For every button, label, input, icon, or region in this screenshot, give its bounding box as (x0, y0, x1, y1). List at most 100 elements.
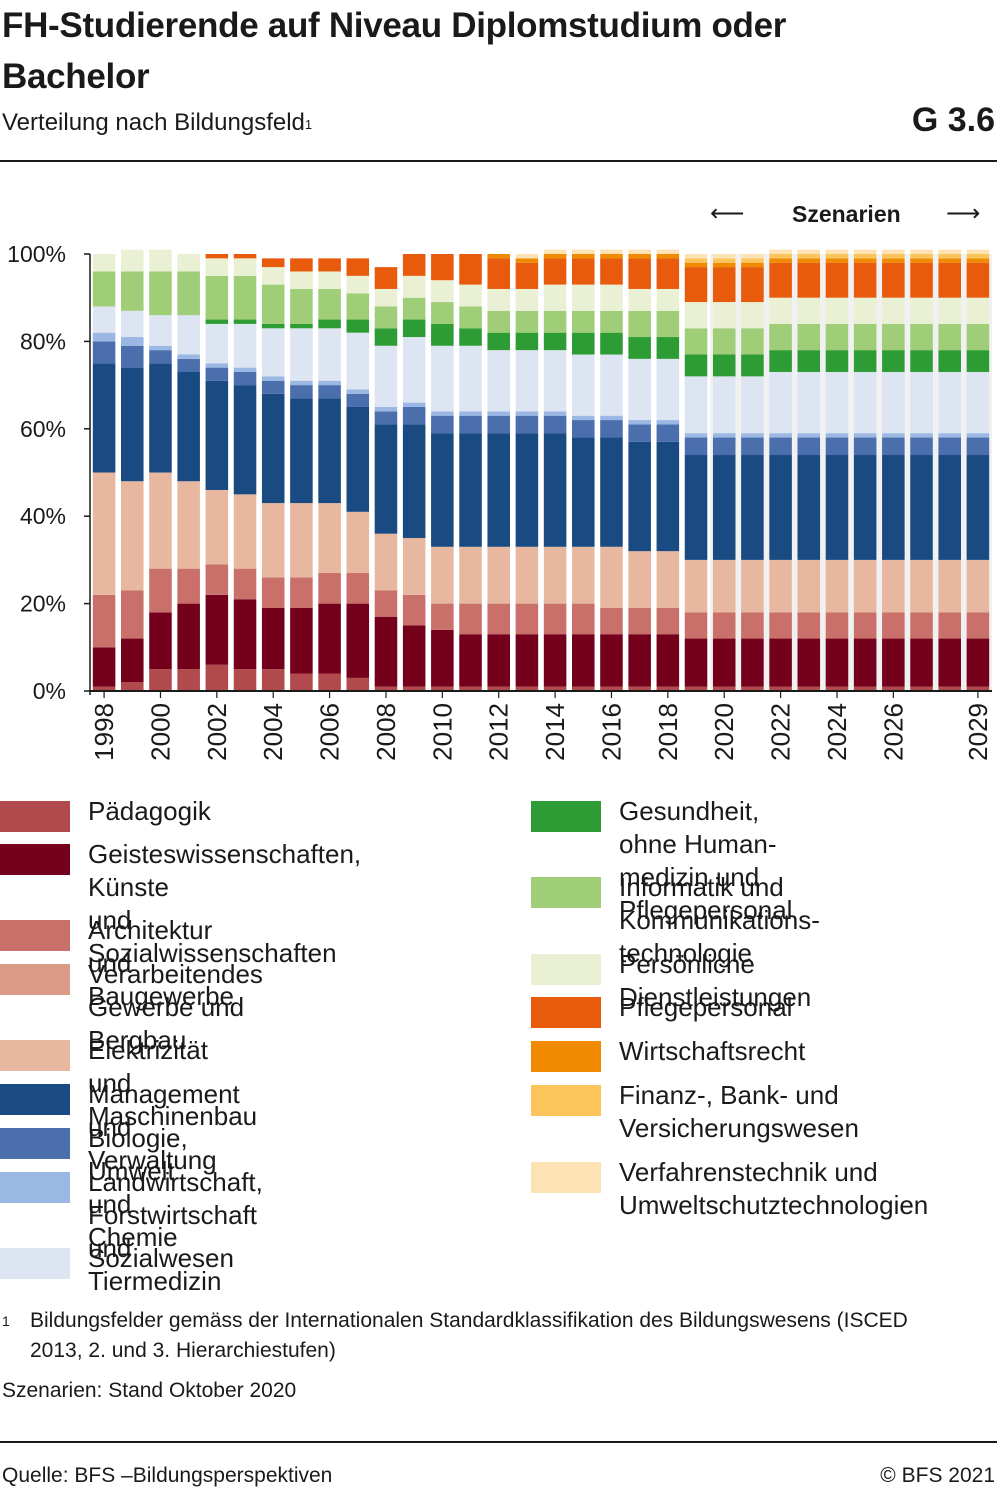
bar-segment-2019-s0 (684, 686, 708, 691)
bar-segment-2016-s1 (600, 634, 623, 687)
bar-segment-2008-s2 (374, 590, 398, 617)
bar-segment-2016-s15 (600, 249, 623, 254)
chart-title: FH-Studierende auf Niveau Diplomstudium … (2, 6, 787, 96)
bar-segment-2021-s15 (741, 254, 764, 259)
bar-segment-2000-s4 (149, 472, 172, 569)
bar-segment-2022-s2 (769, 612, 792, 639)
bar-segment-2014-s10 (543, 310, 567, 333)
bar-segment-2011-s5 (459, 433, 482, 547)
bar-segment-2020-s12 (712, 267, 736, 303)
bar-segment-2006-s8 (318, 328, 341, 381)
x-tick-label-2024: 2024 (822, 703, 852, 761)
y-tick-label-100: 100% (7, 241, 66, 267)
bar-segment-2027-s14 (910, 254, 933, 259)
bar-segment-2011-s2 (459, 603, 482, 635)
bar-segment-1998-s6 (92, 341, 116, 364)
bar-segment-2013-s0 (515, 686, 539, 691)
bar-segment-2021-s2 (741, 612, 764, 639)
bar-segment-2023-s10 (797, 323, 821, 351)
bar-segment-2025-s2 (853, 612, 877, 639)
bar-segment-2000-s5 (149, 363, 172, 473)
bar-segment-2023-s15 (797, 249, 821, 254)
bar-segment-2016-s10 (600, 310, 623, 333)
bar-segment-2029-s8 (966, 371, 990, 434)
bar-segment-2015-s13 (572, 254, 595, 259)
bar-segment-2005-s6 (290, 385, 313, 399)
arrow-left-icon: ⟵ (710, 200, 745, 227)
bar-segment-2019-s11 (684, 302, 708, 329)
bar-stack-2000 (149, 249, 172, 691)
bar-segment-2019-s9 (684, 354, 708, 377)
bar-segment-2010-s2 (431, 603, 454, 630)
bar-stack-2001 (177, 254, 200, 691)
bar-segment-2022-s15 (769, 249, 792, 254)
bar-segment-2011-s10 (459, 306, 482, 329)
bar-segment-2013-s2 (515, 603, 539, 635)
bar-segment-2012-s1 (487, 634, 510, 687)
x-tick-label-2018: 2018 (653, 703, 683, 761)
bar-segment-2023-s2 (797, 612, 821, 639)
legend-label: Landwirtschaft, Forstwirtschaft und Tier… (88, 1167, 263, 1296)
bar-segment-2021-s4 (741, 559, 764, 613)
bar-stack-2011 (459, 254, 482, 691)
legend-swatch (0, 1084, 70, 1115)
bar-segment-2026-s15 (882, 249, 905, 254)
bar-stack-2028 (938, 249, 961, 691)
bar-segment-2014-s11 (543, 284, 567, 311)
legend-swatch (531, 877, 601, 908)
bar-segment-2015-s10 (572, 310, 595, 333)
bar-segment-2018-s0 (656, 686, 680, 691)
bar-segment-2017-s15 (628, 249, 651, 254)
bar-stack-2020 (712, 254, 736, 691)
bar-segment-2029-s15 (966, 249, 990, 254)
bar-segment-2024-s13 (825, 258, 849, 263)
bar-stack-2023 (797, 249, 821, 691)
bar-segment-2008-s0 (374, 686, 398, 691)
bar-segment-2009-s12 (402, 254, 426, 276)
bar-segment-2006-s7 (318, 380, 341, 386)
bar-segment-2022-s10 (769, 323, 792, 351)
bar-stack-2015 (572, 249, 595, 691)
bar-segment-2022-s14 (769, 254, 792, 259)
bar-segment-2023-s8 (797, 371, 821, 434)
bar-segment-2001-s5 (177, 371, 200, 482)
legend-label: Management und Verwaltung (88, 1079, 240, 1175)
bar-segment-2018-s9 (656, 337, 680, 359)
bar-segment-2013-s9 (515, 332, 539, 351)
bar-segment-2004-s11 (261, 267, 285, 285)
bar-segment-2003-s6 (233, 371, 257, 386)
bar-segment-2026-s7 (882, 433, 905, 438)
bar-segment-1999-s7 (121, 337, 144, 346)
bar-segment-2002-s4 (205, 489, 229, 565)
x-tick-label-2016: 2016 (596, 703, 626, 761)
x-tick-label-2012: 2012 (484, 703, 514, 761)
bar-segment-2023-s6 (797, 437, 821, 456)
bar-segment-2005-s4 (290, 503, 313, 578)
bar-segment-1998-s0 (92, 686, 116, 691)
bar-segment-2009-s8 (402, 337, 426, 403)
bar-segment-2003-s4 (233, 494, 257, 569)
bar-segment-2015-s0 (572, 686, 595, 691)
bar-segment-2020-s2 (712, 612, 736, 639)
bar-segment-2027-s10 (910, 323, 933, 351)
bar-segment-2006-s6 (318, 385, 341, 399)
bar-segment-2000-s2 (149, 568, 172, 613)
bar-segment-2015-s11 (572, 284, 595, 311)
y-tick-label-80: 80% (20, 328, 66, 354)
legend-swatch (531, 954, 601, 985)
bar-segment-2013-s11 (515, 288, 539, 311)
bar-segment-2012-s8 (487, 350, 510, 412)
bar-segment-1999-s5 (121, 367, 144, 482)
bar-segment-2011-s11 (459, 284, 482, 307)
bar-segment-2022-s13 (769, 258, 792, 263)
bar-segment-2011-s6 (459, 415, 482, 434)
bar-segment-2028-s8 (938, 371, 961, 434)
bar-segment-1998-s7 (92, 332, 116, 342)
bar-segment-2010-s8 (431, 345, 454, 412)
bar-segment-2001-s1 (177, 603, 200, 670)
bottom-divider (0, 1441, 997, 1443)
bar-segment-2025-s12 (853, 262, 877, 298)
bar-segment-2016-s13 (600, 254, 623, 259)
bar-segment-1998-s8 (92, 306, 116, 333)
bar-segment-2007-s10 (346, 293, 370, 320)
